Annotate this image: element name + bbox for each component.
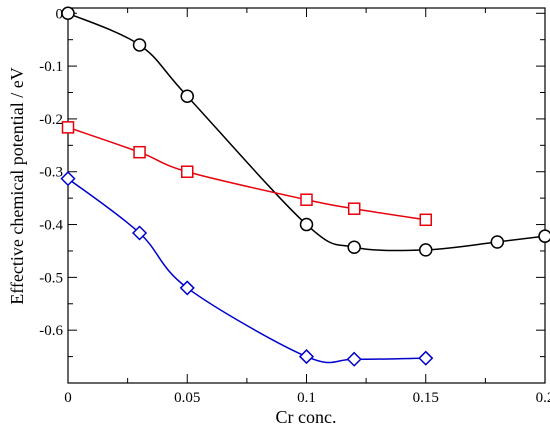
y-tick-label: -0.4: [39, 218, 63, 234]
x-tick-label: 0.1: [297, 390, 316, 406]
circle-marker: [347, 240, 361, 255]
y-tick-label: -0.3: [39, 165, 63, 181]
y-tick-label: -0.1: [39, 59, 63, 75]
series-line-1: [67, 126, 426, 221]
y-tick-label: -0.6: [39, 323, 63, 339]
circle-marker: [490, 235, 505, 249]
x-tick-label: 0.2: [536, 390, 550, 406]
series-markers: [60, 6, 550, 367]
diamond-marker: [418, 350, 434, 366]
y-tick-label: -0.2: [39, 112, 63, 128]
y-axis-title: Effective chemical potential / eV: [7, 67, 27, 305]
circle-marker: [180, 89, 194, 103]
diamond-marker: [298, 349, 315, 365]
tick-labels: 0 0.05 0.1 0.15 0.2 0 -0.1 -0.2 -0.3 -0.4 -0.5 -0.6: [39, 6, 550, 406]
series-line-0: [67, 12, 546, 252]
square-marker: [347, 202, 361, 215]
axes: [67, 7, 546, 384]
diamond-marker: [179, 280, 195, 296]
y-tick-label: -0.5: [39, 270, 63, 286]
circle-marker: [61, 6, 75, 21]
x-tick-label: 0: [64, 390, 72, 406]
x-tick-label: 0.15: [413, 390, 439, 406]
circle-marker: [132, 38, 147, 52]
diamond-marker: [346, 351, 362, 367]
y-tick-label: 0: [56, 6, 64, 22]
square-marker: [300, 193, 313, 206]
square-marker: [133, 145, 146, 159]
circle-marker: [419, 243, 433, 257]
diamond-marker: [131, 225, 148, 241]
diamond-marker: [60, 171, 76, 187]
x-tick-label: 0.05: [174, 390, 200, 406]
square-marker: [61, 121, 75, 134]
series-lines: [67, 12, 546, 364]
circle-marker: [538, 229, 550, 243]
x-axis-title: Cr conc.: [276, 407, 337, 427]
square-marker: [419, 213, 432, 227]
series-line-2: [67, 178, 426, 364]
square-marker: [181, 165, 194, 178]
circle-marker: [299, 217, 314, 232]
